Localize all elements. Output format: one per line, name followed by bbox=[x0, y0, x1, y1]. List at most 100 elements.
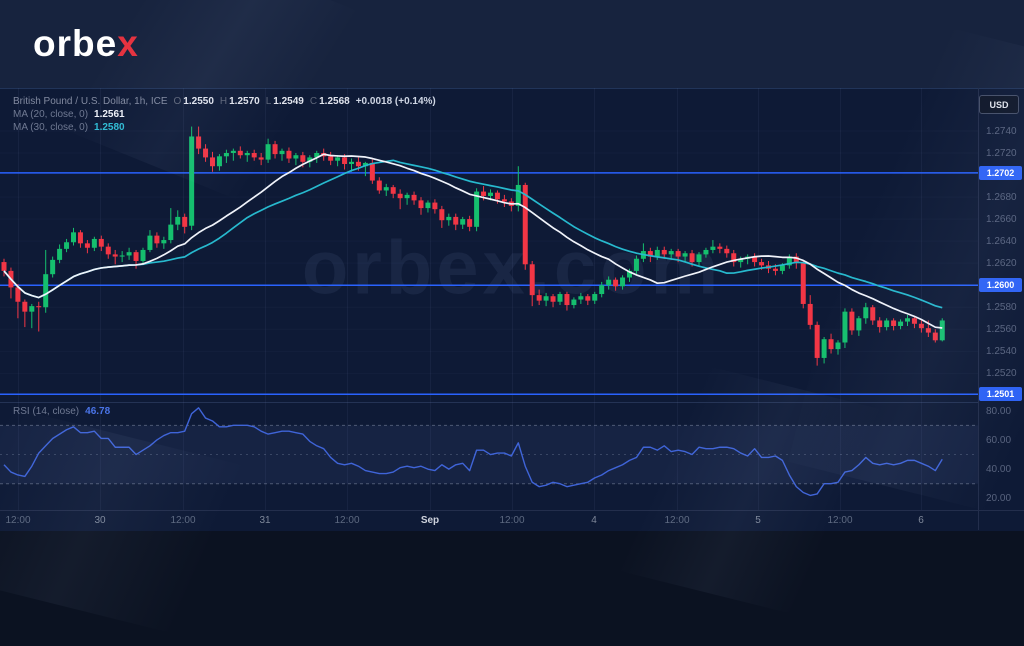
time-axis[interactable]: 12:00 30 12:00 31 12:00 Sep 12:00 4 12:00 5 12:00 6 bbox=[0, 510, 1024, 530]
candle-down bbox=[849, 311, 855, 331]
candle-up bbox=[592, 294, 598, 301]
candle-up bbox=[543, 296, 549, 301]
candle-down bbox=[342, 157, 348, 165]
candle-up bbox=[786, 256, 792, 266]
candle-down bbox=[112, 254, 118, 257]
open-value: 1.2550 bbox=[183, 96, 214, 107]
candle-down bbox=[828, 339, 834, 350]
candle-down bbox=[932, 332, 938, 341]
ma20-value: 1.2561 bbox=[94, 109, 125, 120]
candle-down bbox=[15, 287, 21, 302]
candle-down bbox=[613, 279, 619, 287]
ma30-legend-row[interactable]: MA (30, close, 0) 1.2580 bbox=[13, 122, 125, 133]
candle-up bbox=[571, 299, 577, 306]
candle-up bbox=[168, 224, 174, 241]
price-level-badge: 1.2702 bbox=[979, 165, 1022, 180]
candle-up bbox=[43, 274, 49, 308]
candle-up bbox=[654, 249, 660, 257]
candle-down bbox=[397, 193, 403, 199]
candle-down bbox=[731, 253, 737, 263]
candle-down bbox=[272, 144, 278, 155]
ma20-label: MA (20, close, 0) bbox=[13, 109, 89, 120]
candle-up bbox=[668, 251, 674, 255]
candle-up bbox=[898, 321, 904, 326]
rsi-label: RSI (14, close) bbox=[13, 406, 80, 417]
candle-up bbox=[633, 258, 639, 271]
candle-down bbox=[467, 219, 473, 227]
candle-down bbox=[870, 307, 876, 321]
candle-down bbox=[77, 232, 83, 244]
candle-down bbox=[814, 324, 820, 358]
candle-up bbox=[91, 238, 97, 248]
candle-up bbox=[856, 318, 862, 331]
price-axis[interactable]: 1.2740 1.2720 1.2680 1.2660 1.2640 1.2620 1.25… bbox=[978, 88, 1024, 510]
currency-usd-button[interactable]: USD bbox=[979, 95, 1019, 114]
candle-down bbox=[647, 251, 653, 257]
candle-down bbox=[501, 199, 507, 202]
candle-down bbox=[390, 187, 396, 194]
candle-up bbox=[383, 187, 389, 191]
ma20-line bbox=[3, 153, 943, 329]
candle-down bbox=[481, 191, 487, 196]
candle-down bbox=[717, 246, 723, 249]
candle-down bbox=[925, 328, 931, 333]
time-axis-label: 12:00 bbox=[827, 515, 853, 526]
candle-up bbox=[161, 240, 167, 244]
price-tick-label: 1.2720 bbox=[986, 148, 1017, 159]
low-value: 1.2549 bbox=[273, 96, 304, 107]
symbol-legend-row[interactable]: British Pound / U.S. Dollar, 1h, ICE O 1… bbox=[13, 96, 436, 107]
price-tick-label: 1.2560 bbox=[986, 324, 1017, 336]
time-axis-label: 12:00 bbox=[664, 515, 690, 526]
candle-up bbox=[119, 255, 125, 257]
price-level-lines bbox=[0, 172, 978, 396]
price-tick-label: 1.2740 bbox=[986, 125, 1017, 137]
ma30-value: 1.2580 bbox=[94, 122, 125, 133]
candle-down bbox=[724, 248, 730, 254]
candle-up bbox=[147, 235, 153, 250]
candle-up bbox=[488, 192, 493, 196]
high-value: 1.2570 bbox=[229, 96, 260, 107]
candle-down bbox=[772, 268, 778, 271]
candle-up bbox=[460, 219, 466, 225]
time-axis-label: 4 bbox=[591, 515, 597, 526]
candle-down bbox=[84, 243, 90, 248]
candle-up bbox=[425, 202, 431, 209]
rsi-tick-label: 40.00 bbox=[986, 464, 1012, 476]
time-axis-label: 12:00 bbox=[170, 515, 196, 526]
candle-down bbox=[807, 303, 813, 325]
candle-down bbox=[251, 153, 257, 158]
candle-up bbox=[606, 279, 612, 286]
candle-up bbox=[293, 155, 299, 159]
candle-down bbox=[432, 202, 438, 210]
candle-down bbox=[661, 249, 667, 255]
candle-down bbox=[877, 320, 883, 328]
candle-down bbox=[300, 155, 306, 162]
price-tick-label: 1.2520 bbox=[986, 368, 1017, 380]
candle-down bbox=[800, 263, 806, 304]
candle-down bbox=[210, 157, 215, 167]
rsi-legend-row[interactable]: RSI (14, close) 46.78 bbox=[13, 406, 110, 417]
candle-down bbox=[1, 262, 7, 271]
watermark: orbex.com bbox=[301, 225, 723, 311]
candle-down bbox=[154, 235, 160, 244]
orbex-logo: orbex bbox=[33, 22, 139, 66]
candle-down bbox=[355, 161, 361, 167]
candle-up bbox=[835, 342, 841, 350]
rsi-pane-layer bbox=[0, 424, 978, 485]
candle-up bbox=[307, 157, 313, 162]
candle-up bbox=[216, 156, 222, 167]
candle-up bbox=[446, 216, 452, 221]
candlestick-chart-canvas[interactable] bbox=[0, 0, 1024, 535]
candle-down bbox=[196, 136, 202, 149]
candle-down bbox=[98, 238, 104, 247]
candle-up bbox=[189, 136, 195, 226]
header-bar: orbex bbox=[0, 0, 1024, 88]
candle-up bbox=[599, 285, 605, 295]
candle-up bbox=[64, 242, 70, 249]
candle-up bbox=[474, 191, 480, 227]
ma20-legend-row[interactable]: MA (20, close, 0) 1.2561 bbox=[13, 109, 125, 120]
candle-down bbox=[522, 184, 528, 265]
change-value: +0.0018 (+0.14%) bbox=[355, 96, 436, 107]
candle-up bbox=[335, 157, 341, 161]
candle-up bbox=[738, 258, 744, 263]
